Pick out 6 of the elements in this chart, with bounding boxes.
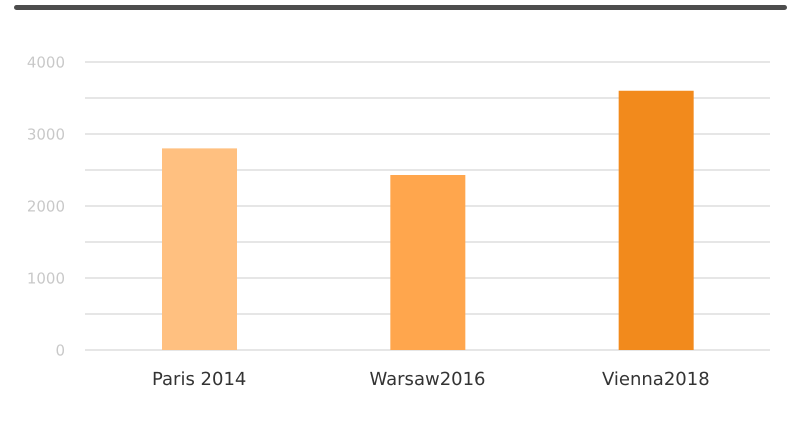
bar — [390, 175, 466, 350]
x-tick-label: Paris 2014 — [152, 368, 246, 390]
bar — [618, 90, 694, 350]
x-tick-label: Warsaw2016 — [369, 368, 486, 390]
bar — [162, 148, 237, 350]
x-tick-label: Vienna2018 — [602, 368, 710, 390]
